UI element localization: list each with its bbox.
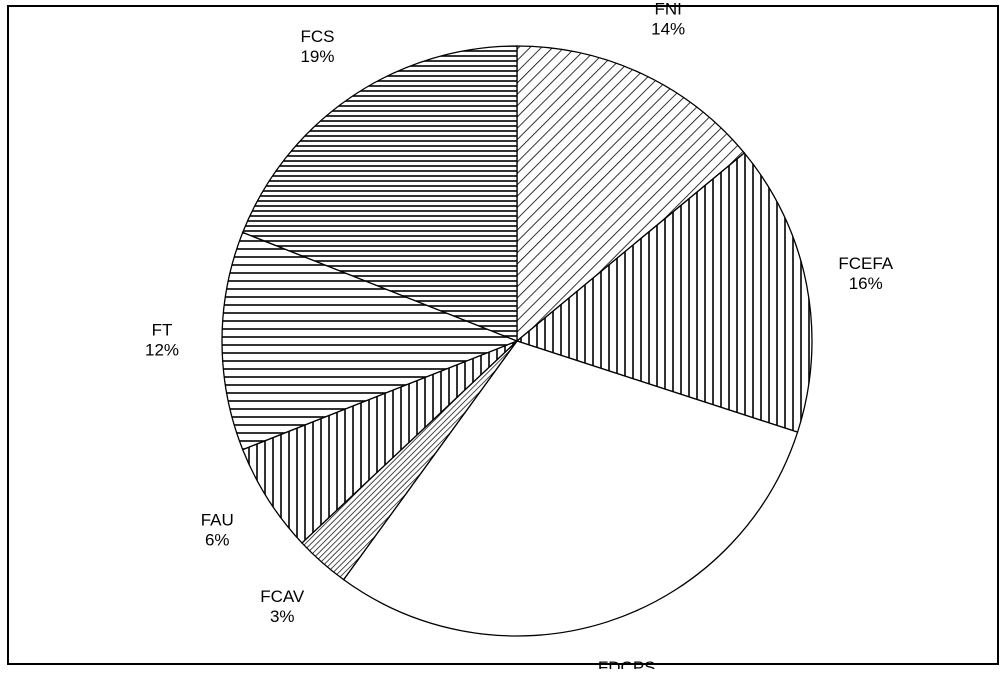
- slice-label-name: FCEFA: [838, 254, 893, 273]
- slice-label-name: FDCPS: [598, 658, 656, 669]
- slice-label-value: 3%: [270, 607, 295, 626]
- pie-slice: [516, 45, 746, 343]
- slice-label-name: FCS: [300, 27, 334, 46]
- slice-label-value: 14%: [651, 19, 685, 38]
- slice-label-value: 12%: [145, 340, 179, 359]
- slice-label-name: FT: [152, 320, 173, 339]
- pie-slice: [221, 231, 519, 451]
- slice-label-name: FNI: [654, 0, 681, 18]
- slice-label-name: FAU: [201, 511, 234, 530]
- pie-slice: [515, 152, 813, 433]
- slice-label-name: FCAV: [260, 587, 305, 606]
- pie-slice: [342, 340, 799, 637]
- pie-slice: [241, 45, 518, 342]
- slice-label-value: 16%: [849, 274, 883, 293]
- slice-label-value: 6%: [205, 531, 230, 550]
- slice-label-value: 19%: [300, 47, 334, 66]
